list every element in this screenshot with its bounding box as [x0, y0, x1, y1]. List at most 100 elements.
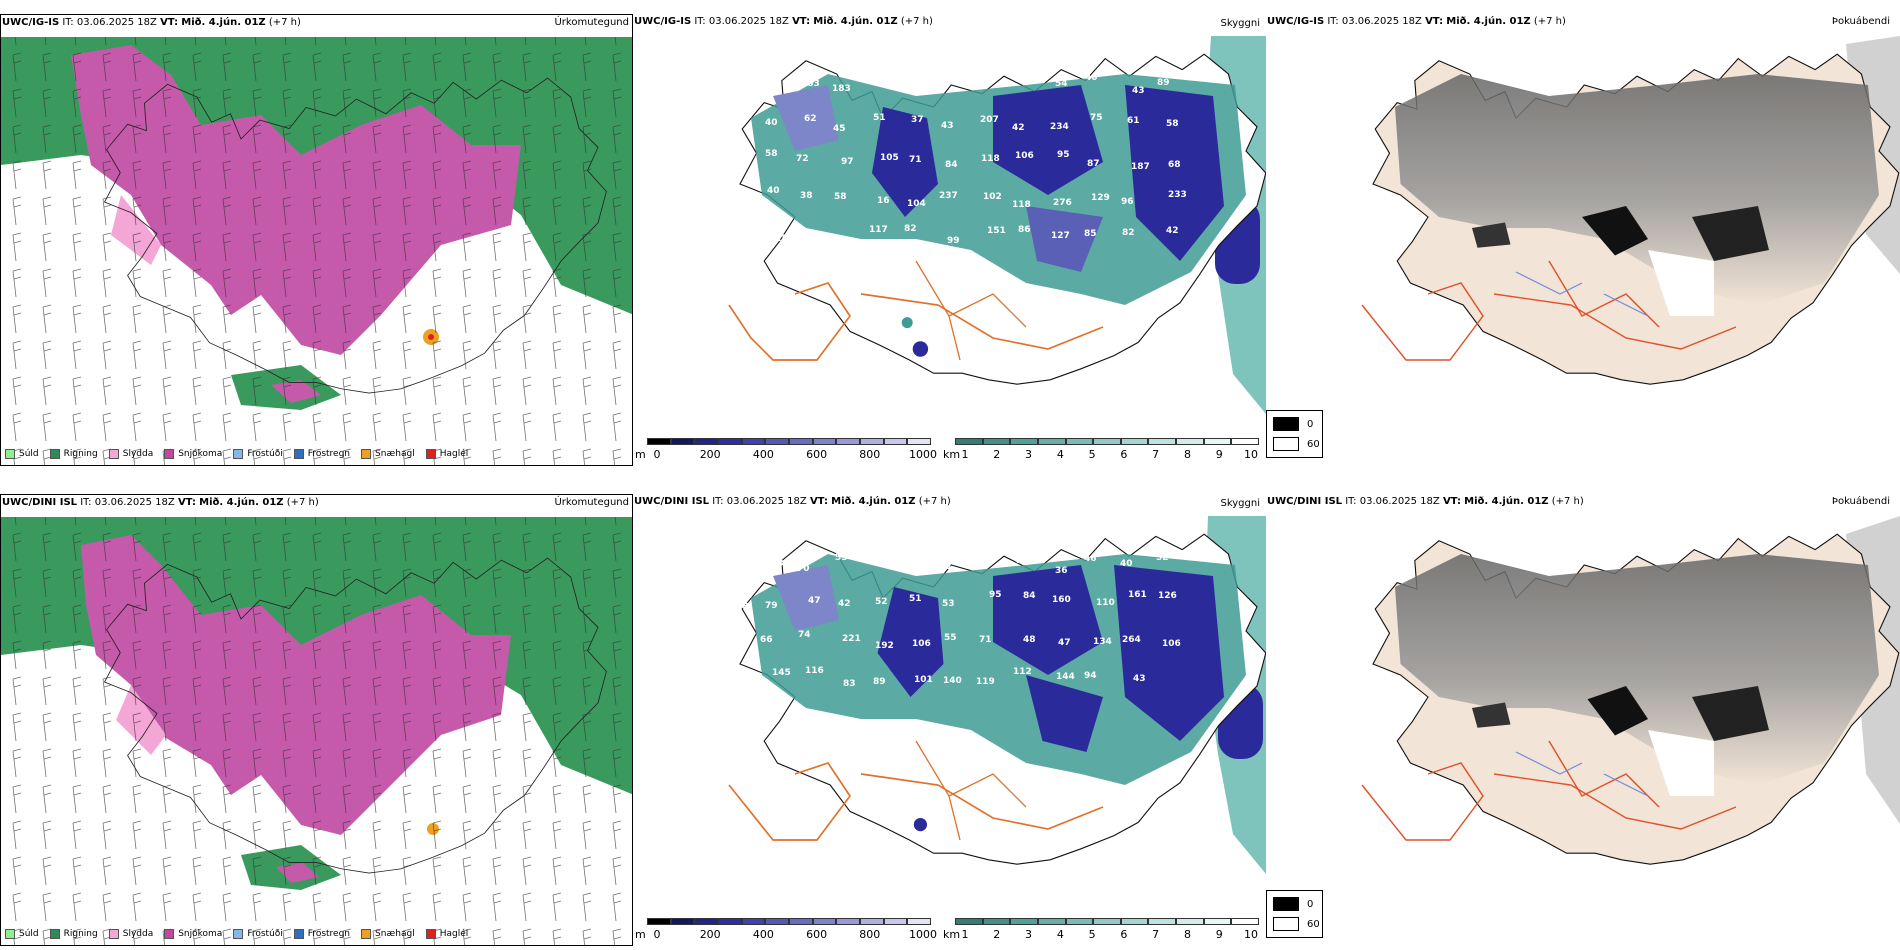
legend-label: Haglél: [439, 449, 469, 459]
ceiling-value-label: 144: [1056, 672, 1075, 682]
legend-item: Snjókoma: [164, 929, 222, 939]
ceiling-value-label: 41: [914, 564, 927, 574]
colorbar-unit: m: [635, 448, 646, 461]
ceiling-value-label: 42: [1012, 123, 1025, 133]
legend-item: Slydda: [108, 929, 154, 939]
legend-swatch: [108, 449, 119, 459]
colorbar-segment: [883, 918, 908, 925]
colorbar-tick: 6: [1120, 928, 1128, 941]
colorbar-segment: [812, 438, 837, 445]
ceiling-value-label: 61: [940, 562, 953, 572]
ceiling-value-label: 106: [912, 639, 931, 649]
fog-label-low: 0: [1307, 418, 1314, 430]
visibility-colorbar-0: km 1 2 3 4 5 6 7 8 9 10: [943, 438, 1263, 462]
model-name: UWC/IG-IS: [634, 16, 692, 27]
vt-value: Mið. 4.jún. 01Z: [1464, 496, 1549, 507]
colorbar-tick: 0: [653, 928, 661, 941]
model-name: UWC/DINI ISL: [634, 496, 710, 507]
ceiling-value-label: 119: [976, 677, 995, 687]
colorbar-tick: 2: [993, 448, 1001, 461]
ceiling-value-label: 187: [1131, 162, 1150, 172]
lead-time: (+7 h): [268, 17, 301, 28]
ceiling-value-label: 165: [761, 75, 780, 85]
ceiling-value-label: 68: [1168, 160, 1181, 170]
fog-legend-1: 0 60: [1266, 890, 1323, 938]
ceiling-value-label: 48: [1023, 635, 1036, 645]
ceiling-value-label: 42: [1166, 226, 1179, 236]
colorbar-tick: 2: [993, 928, 1001, 941]
ceiling-value-label: 51: [909, 594, 922, 604]
colorbar-segment: [694, 438, 718, 445]
legend-label: Haglél: [439, 929, 469, 939]
ceiling-value-label: 40: [1085, 73, 1098, 83]
ceiling-value-label: 86: [1018, 225, 1031, 235]
legend-label: Súld: [19, 929, 39, 939]
colorbar-segment: [1148, 918, 1177, 925]
colorbar-segment: [982, 918, 1011, 925]
ceiling-value-label: 38: [800, 191, 813, 201]
ceiling-value-label: 192: [875, 641, 894, 651]
legend-label: Snæhagl: [375, 929, 415, 939]
ceiling-value-label: 89: [1157, 78, 1170, 88]
legend-swatch: [361, 449, 372, 459]
ceiling-value-label: 183: [801, 79, 820, 89]
precip-map-0: [1, 37, 632, 465]
colorbar-tick: 400: [752, 928, 774, 941]
legend-label: Slydda: [122, 449, 154, 459]
legend-label: Slydda: [122, 929, 154, 939]
colorbar-tick: 800: [859, 928, 881, 941]
ceiling-value-label: 110: [1096, 598, 1115, 608]
ceiling-value-label: 66: [760, 635, 773, 645]
fog-swatch-high: [1273, 437, 1299, 451]
ceiling-value-label: 53: [942, 599, 955, 609]
legend-item: Snæhagl: [361, 929, 415, 939]
legend-label: Snjókoma: [178, 929, 223, 939]
colorbar-tick: 1000: [909, 928, 937, 941]
model-name: UWC/IG-IS: [1267, 16, 1325, 27]
legend-label: Súld: [19, 449, 39, 459]
colorbar-tick: 1: [961, 448, 969, 461]
colorbar-segment: [982, 438, 1011, 445]
ceiling-value-label: 207: [980, 115, 999, 125]
ceiling-value-label: 221: [842, 634, 861, 644]
colorbar-segment: [694, 918, 718, 925]
colorbar-tick: 1000: [909, 448, 937, 461]
ceiling-value-label: 45: [833, 124, 846, 134]
legend-item: Snjókoma: [164, 449, 222, 459]
ceiling-value-label: 58: [1166, 119, 1179, 129]
header-ceiling-0: UWC/IG-IS IT: 03.06.2025 18Z VT: Mið. 4.…: [634, 16, 933, 27]
colorbar-segment: [765, 918, 789, 925]
legend-label: Frostregn: [307, 929, 351, 939]
colorbar-segment: [741, 918, 766, 925]
legend-item: Frostúði: [233, 929, 283, 939]
precip-map-1: [1, 517, 632, 945]
ceiling-value-label: 74: [1020, 74, 1033, 84]
ceiling-value-label: 55: [944, 633, 957, 643]
legend-label: Rigning: [63, 929, 98, 939]
legend-swatch: [164, 449, 175, 459]
ceiling-value-label: 225: [769, 234, 788, 244]
colorbar-tick: 5: [1088, 448, 1096, 461]
ceiling-value-label: 40: [1120, 559, 1133, 569]
colorbar-segment: [883, 438, 908, 445]
colorbar-segment: [955, 438, 983, 445]
legend-swatch: [164, 929, 175, 939]
ceiling-value-label: 42: [985, 553, 998, 563]
ceiling-value-label: 105: [880, 153, 899, 163]
it-label: IT:: [712, 496, 724, 507]
ceiling-value-label: 84: [1023, 591, 1036, 601]
legend-swatch: [293, 449, 304, 459]
colorbar-segment: [789, 918, 813, 925]
ceiling-value-label: 134: [1093, 637, 1112, 647]
legend-label: Rigning: [63, 449, 98, 459]
colorbar-tick: 3: [1025, 928, 1033, 941]
it-label: IT:: [1327, 16, 1339, 27]
ceiling-value-label: 94: [1084, 671, 1097, 681]
legend-swatch: [425, 929, 436, 939]
ceiling-value-label: 73: [771, 559, 784, 569]
colorbar-tick: 0: [653, 448, 661, 461]
colorbar-tick: 1: [961, 928, 969, 941]
ceiling-value-label: 43: [1133, 674, 1146, 684]
ceiling-map-0: 35 165 183 183 127 148 81 69 74 54 40 43 89 59 40 62 45 5…: [723, 36, 1266, 414]
vt-value: Mið. 4.jún. 01Z: [831, 496, 916, 507]
